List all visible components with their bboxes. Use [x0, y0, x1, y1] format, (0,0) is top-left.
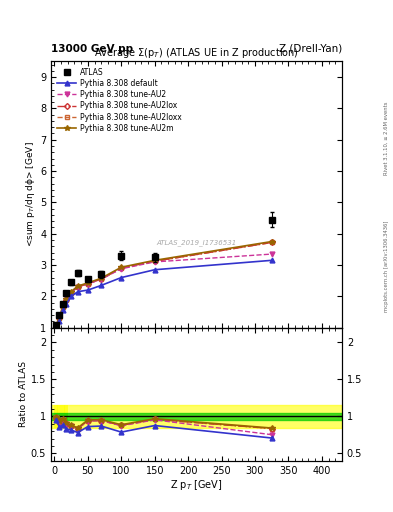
Y-axis label: <sum p$_T$/dη dϕ> [GeV]: <sum p$_T$/dη dϕ> [GeV] — [24, 142, 37, 247]
Bar — [61, 413, 65, 420]
Title: Average Σ(p$_T$) (ATLAS UE in Z production): Average Σ(p$_T$) (ATLAS UE in Z producti… — [94, 46, 299, 60]
Bar — [64, 406, 68, 428]
Bar — [51, 413, 342, 420]
Bar — [54, 406, 58, 428]
Text: Rivet 3.1.10, ≥ 2.6M events: Rivet 3.1.10, ≥ 2.6M events — [384, 101, 389, 175]
Legend: ATLAS, Pythia 8.308 default, Pythia 8.308 tune-AU2, Pythia 8.308 tune-AU2lox, Py: ATLAS, Pythia 8.308 default, Pythia 8.30… — [55, 65, 184, 135]
Text: mcplots.cern.ch [arXiv:1306.3436]: mcplots.cern.ch [arXiv:1306.3436] — [384, 221, 389, 312]
Bar — [57, 406, 61, 428]
Bar — [64, 413, 68, 420]
Bar — [51, 406, 342, 428]
Y-axis label: Ratio to ATLAS: Ratio to ATLAS — [19, 361, 28, 427]
Bar — [57, 413, 61, 420]
Text: ATLAS_2019_I1736531: ATLAS_2019_I1736531 — [156, 239, 237, 246]
Text: Z (Drell-Yan): Z (Drell-Yan) — [279, 44, 342, 54]
Text: 13000 GeV pp: 13000 GeV pp — [51, 44, 133, 54]
Bar — [61, 406, 65, 428]
X-axis label: Z p$_T$ [GeV]: Z p$_T$ [GeV] — [170, 478, 223, 493]
Bar — [54, 413, 58, 420]
